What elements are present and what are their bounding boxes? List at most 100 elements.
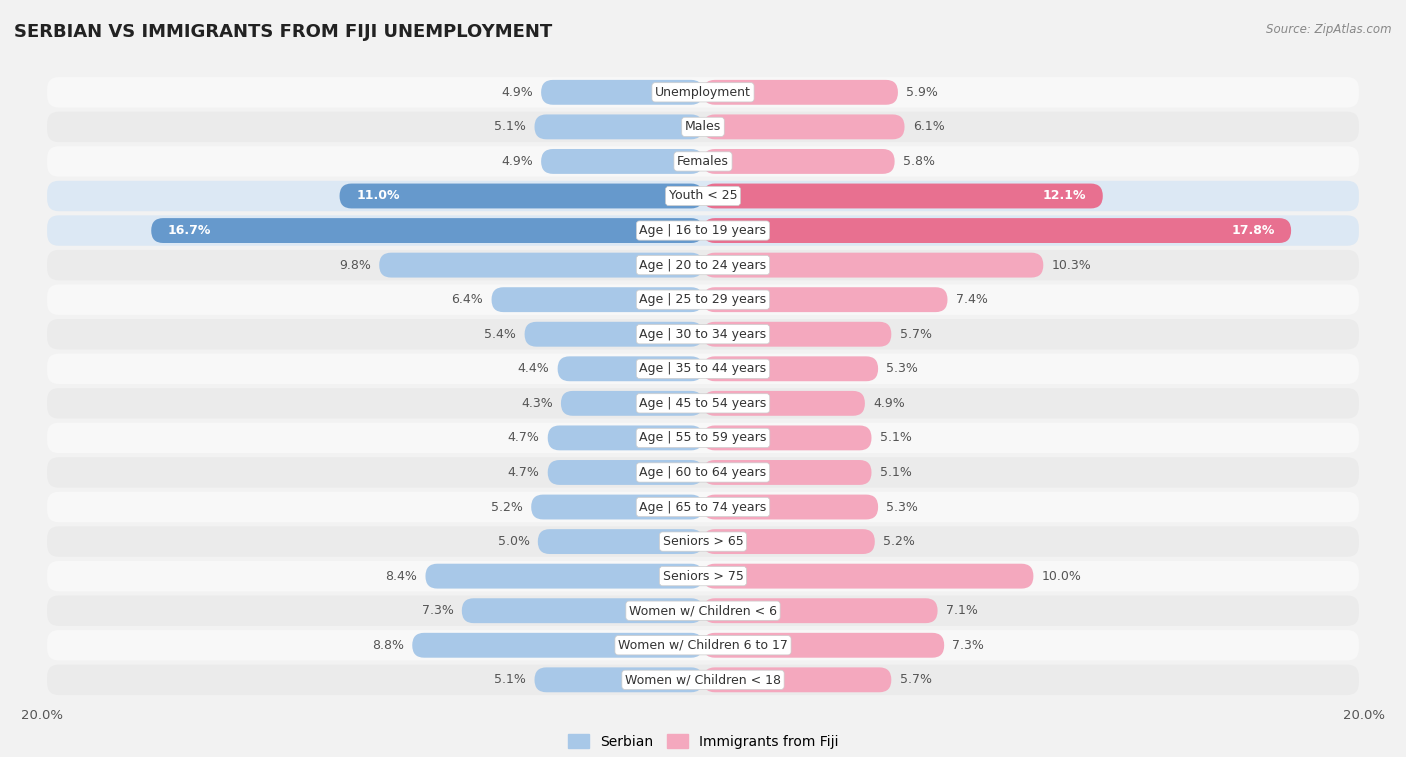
Text: Source: ZipAtlas.com: Source: ZipAtlas.com (1267, 23, 1392, 36)
Text: Age | 35 to 44 years: Age | 35 to 44 years (640, 363, 766, 375)
FancyBboxPatch shape (152, 218, 703, 243)
Text: 5.2%: 5.2% (883, 535, 915, 548)
FancyBboxPatch shape (703, 183, 1102, 208)
FancyBboxPatch shape (703, 114, 904, 139)
FancyBboxPatch shape (48, 319, 1358, 350)
Text: Youth < 25: Youth < 25 (669, 189, 737, 202)
Text: 4.7%: 4.7% (508, 431, 540, 444)
Text: 5.7%: 5.7% (900, 328, 932, 341)
FancyBboxPatch shape (703, 633, 945, 658)
Text: Age | 16 to 19 years: Age | 16 to 19 years (640, 224, 766, 237)
Text: 9.8%: 9.8% (339, 259, 371, 272)
Legend: Serbian, Immigrants from Fiji: Serbian, Immigrants from Fiji (562, 728, 844, 754)
Text: Seniors > 75: Seniors > 75 (662, 570, 744, 583)
FancyBboxPatch shape (703, 598, 938, 623)
FancyBboxPatch shape (48, 665, 1358, 695)
Text: 10.3%: 10.3% (1052, 259, 1091, 272)
FancyBboxPatch shape (703, 494, 879, 519)
FancyBboxPatch shape (426, 564, 703, 589)
Text: 5.1%: 5.1% (495, 673, 526, 687)
FancyBboxPatch shape (48, 77, 1358, 107)
FancyBboxPatch shape (537, 529, 703, 554)
FancyBboxPatch shape (48, 181, 1358, 211)
FancyBboxPatch shape (48, 146, 1358, 176)
Text: 4.9%: 4.9% (501, 86, 533, 99)
Text: Women w/ Children < 6: Women w/ Children < 6 (628, 604, 778, 617)
FancyBboxPatch shape (703, 668, 891, 692)
Text: Age | 65 to 74 years: Age | 65 to 74 years (640, 500, 766, 513)
Text: Females: Females (678, 155, 728, 168)
Text: 5.1%: 5.1% (880, 431, 911, 444)
FancyBboxPatch shape (531, 494, 703, 519)
Text: 10.0%: 10.0% (1042, 570, 1081, 583)
Text: Unemployment: Unemployment (655, 86, 751, 99)
FancyBboxPatch shape (703, 149, 894, 174)
FancyBboxPatch shape (412, 633, 703, 658)
Text: 8.4%: 8.4% (385, 570, 418, 583)
Text: 16.7%: 16.7% (167, 224, 211, 237)
Text: 5.7%: 5.7% (900, 673, 932, 687)
FancyBboxPatch shape (703, 287, 948, 312)
Text: 17.8%: 17.8% (1232, 224, 1275, 237)
Text: 4.3%: 4.3% (520, 397, 553, 410)
FancyBboxPatch shape (703, 322, 891, 347)
Text: 5.9%: 5.9% (907, 86, 938, 99)
Text: Age | 30 to 34 years: Age | 30 to 34 years (640, 328, 766, 341)
FancyBboxPatch shape (703, 564, 1033, 589)
Text: 5.3%: 5.3% (886, 363, 918, 375)
Text: 5.8%: 5.8% (903, 155, 935, 168)
Text: 5.1%: 5.1% (880, 466, 911, 479)
FancyBboxPatch shape (48, 561, 1358, 591)
FancyBboxPatch shape (48, 526, 1358, 557)
Text: 5.0%: 5.0% (498, 535, 530, 548)
Text: Women w/ Children < 18: Women w/ Children < 18 (626, 673, 780, 687)
Text: Age | 60 to 64 years: Age | 60 to 64 years (640, 466, 766, 479)
FancyBboxPatch shape (48, 457, 1358, 488)
FancyBboxPatch shape (48, 388, 1358, 419)
FancyBboxPatch shape (703, 460, 872, 485)
FancyBboxPatch shape (548, 460, 703, 485)
FancyBboxPatch shape (48, 354, 1358, 384)
Text: 7.3%: 7.3% (422, 604, 454, 617)
Text: Males: Males (685, 120, 721, 133)
FancyBboxPatch shape (703, 253, 1043, 278)
Text: 5.3%: 5.3% (886, 500, 918, 513)
FancyBboxPatch shape (48, 112, 1358, 142)
FancyBboxPatch shape (703, 529, 875, 554)
FancyBboxPatch shape (48, 630, 1358, 660)
Text: Women w/ Children 6 to 17: Women w/ Children 6 to 17 (619, 639, 787, 652)
Text: 4.9%: 4.9% (501, 155, 533, 168)
FancyBboxPatch shape (48, 250, 1358, 280)
FancyBboxPatch shape (339, 183, 703, 208)
FancyBboxPatch shape (703, 357, 879, 382)
FancyBboxPatch shape (461, 598, 703, 623)
FancyBboxPatch shape (703, 80, 898, 104)
FancyBboxPatch shape (48, 422, 1358, 453)
FancyBboxPatch shape (558, 357, 703, 382)
FancyBboxPatch shape (548, 425, 703, 450)
FancyBboxPatch shape (48, 596, 1358, 626)
Text: 5.1%: 5.1% (495, 120, 526, 133)
Text: 7.1%: 7.1% (946, 604, 977, 617)
Text: 7.4%: 7.4% (956, 293, 987, 306)
Text: Age | 55 to 59 years: Age | 55 to 59 years (640, 431, 766, 444)
Text: 4.9%: 4.9% (873, 397, 905, 410)
Text: 7.3%: 7.3% (952, 639, 984, 652)
FancyBboxPatch shape (48, 215, 1358, 246)
FancyBboxPatch shape (703, 391, 865, 416)
FancyBboxPatch shape (48, 492, 1358, 522)
Text: 5.2%: 5.2% (491, 500, 523, 513)
Text: Seniors > 65: Seniors > 65 (662, 535, 744, 548)
Text: 12.1%: 12.1% (1043, 189, 1087, 202)
Text: Age | 20 to 24 years: Age | 20 to 24 years (640, 259, 766, 272)
FancyBboxPatch shape (541, 80, 703, 104)
Text: 11.0%: 11.0% (356, 189, 399, 202)
Text: 4.7%: 4.7% (508, 466, 540, 479)
Text: Age | 25 to 29 years: Age | 25 to 29 years (640, 293, 766, 306)
Text: SERBIAN VS IMMIGRANTS FROM FIJI UNEMPLOYMENT: SERBIAN VS IMMIGRANTS FROM FIJI UNEMPLOY… (14, 23, 553, 41)
FancyBboxPatch shape (534, 114, 703, 139)
Text: 6.1%: 6.1% (912, 120, 945, 133)
FancyBboxPatch shape (380, 253, 703, 278)
FancyBboxPatch shape (492, 287, 703, 312)
FancyBboxPatch shape (48, 285, 1358, 315)
